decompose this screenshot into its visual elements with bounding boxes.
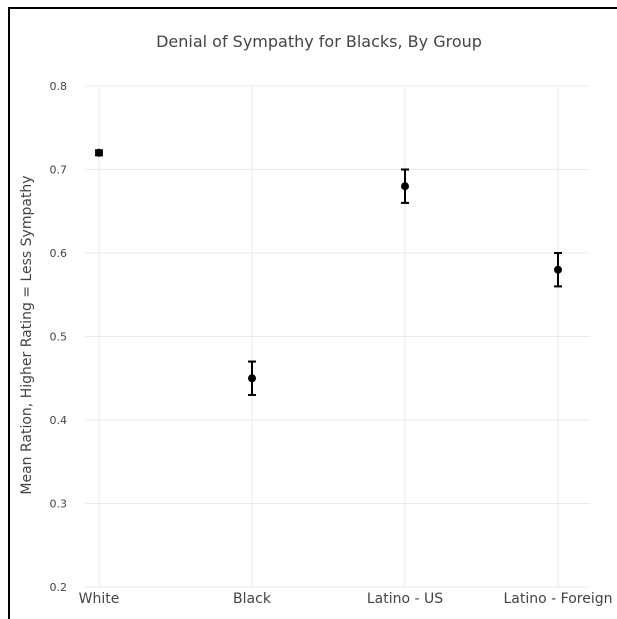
y-tick-label: 0.2 xyxy=(50,581,68,594)
data-point xyxy=(95,149,103,157)
y-tick-labels: 0.2 0.3 0.4 0.5 0.6 0.7 0.8 xyxy=(50,80,68,594)
x-tick-label: Latino - US xyxy=(367,591,443,607)
y-tick-label: 0.8 xyxy=(50,80,68,93)
data-points xyxy=(95,149,562,382)
y-tick-label: 0.4 xyxy=(50,414,68,427)
gridlines xyxy=(85,86,590,587)
y-tick-label: 0.7 xyxy=(50,164,68,177)
x-tick-label: Black xyxy=(233,591,272,607)
error-bars xyxy=(95,150,562,395)
x-tick-label: Latino - Foreign xyxy=(504,591,613,607)
y-axis-label: Mean Ration, Higher Rating = Less Sympat… xyxy=(19,175,35,494)
chart-title: Denial of Sympathy for Blacks, By Group xyxy=(156,32,482,51)
data-point xyxy=(401,182,409,190)
x-tick-label: White xyxy=(79,591,120,607)
y-tick-label: 0.3 xyxy=(50,498,68,511)
x-tick-labels: White Black Latino - US Latino - Foreign xyxy=(79,591,613,607)
y-tick-label: 0.5 xyxy=(50,331,68,344)
data-point xyxy=(248,374,256,382)
y-tick-label: 0.6 xyxy=(50,247,68,260)
data-point xyxy=(554,266,562,274)
